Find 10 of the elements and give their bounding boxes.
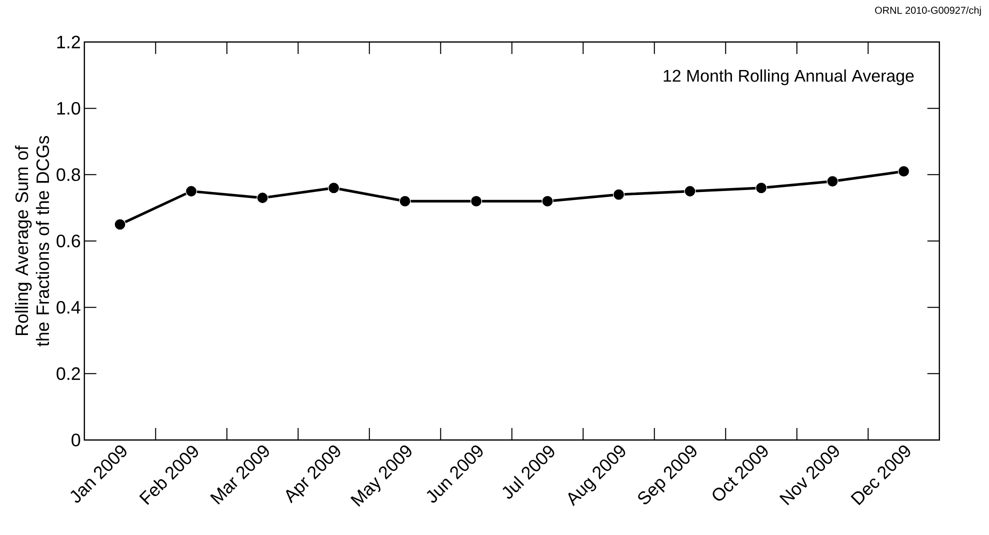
annotation: 12 Month Rolling Annual Average <box>664 69 914 86</box>
y-tick-label: 0.2 <box>56 367 80 380</box>
text: ORNL 2010-G00927/chj <box>875 6 981 16</box>
y-axis-title: Rolling Average Sum of the Fractions of the DCGs <box>14 136 50 346</box>
y-tick-label: 1.2 <box>57 36 80 48</box>
y-tick-label: 0 <box>72 434 80 446</box>
y-tick-label: 1.0 <box>57 102 80 115</box>
y-tick-label: 0.6 <box>56 234 80 248</box>
y-tick-label: 0.8 <box>56 168 80 182</box>
y-tick-label: 0.4 <box>56 300 80 314</box>
